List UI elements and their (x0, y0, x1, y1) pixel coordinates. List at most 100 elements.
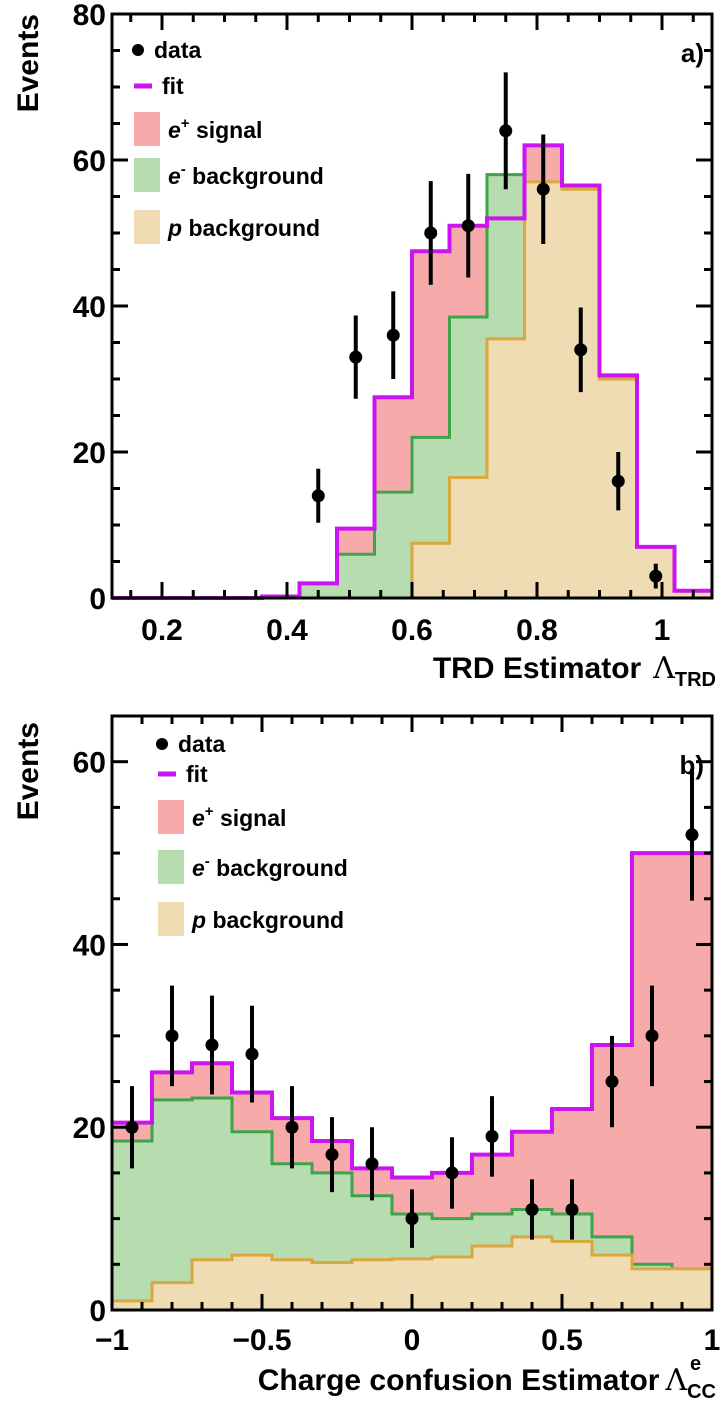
x-tick-label: 0.5 (541, 1324, 583, 1357)
legend-signal-swatch (158, 800, 184, 834)
legend-fit-label: fit (162, 73, 184, 99)
legend-electron-swatch (158, 850, 184, 884)
y-axis-label-b: Events (12, 722, 45, 820)
data-marker (605, 1075, 619, 1089)
data-marker (525, 1202, 539, 1216)
data-marker (485, 1129, 499, 1143)
legend-proton-swatch (158, 902, 184, 936)
x-tick-label: 0.6 (391, 614, 433, 647)
data-point (565, 1179, 579, 1240)
data-point (645, 985, 659, 1087)
data-marker (365, 1157, 379, 1171)
data-marker (611, 474, 625, 488)
proton-background-area (112, 181, 712, 598)
data-marker (685, 828, 699, 842)
legend-signal-swatch (134, 112, 160, 146)
y-tick-label: 40 (73, 291, 106, 324)
data-point (499, 72, 513, 190)
data-point (649, 563, 663, 589)
x-tick-label: 0.4 (266, 614, 308, 647)
data-point (461, 173, 475, 278)
x-axis-label-b: Charge confusion Estimator ΛCC e (258, 1353, 716, 1403)
x-tick-label: 0.8 (516, 614, 558, 647)
legend-electron-label: e- background (192, 853, 348, 881)
x-tick-label: −1 (95, 1324, 129, 1357)
y-tick-label: 0 (89, 1295, 106, 1328)
data-marker (125, 1120, 139, 1134)
histogram-a (112, 143, 712, 600)
x-tick-label: −0.5 (232, 1324, 291, 1357)
axis-ticks-a (112, 12, 712, 600)
data-marker (645, 1029, 659, 1043)
legend-electron-label: e- background (168, 161, 324, 189)
data-point (605, 1035, 619, 1128)
legend-data-marker (132, 44, 144, 56)
data-points-a (311, 72, 663, 589)
axis-tick-labels-b: −1 −0.5 0 0.5 1 0 20 40 60 (73, 747, 721, 1357)
data-marker (205, 1038, 219, 1052)
data-point (311, 468, 325, 523)
data-point (125, 1086, 139, 1169)
x-axis-label-a: TRD Estimator ΛTRD (433, 651, 716, 691)
data-point (325, 1117, 339, 1193)
data-point (165, 985, 179, 1087)
y-tick-label: 20 (73, 437, 106, 470)
legend-data-label: data (178, 731, 226, 757)
legend-signal-label: e+ signal (192, 803, 286, 831)
axis-ticks-b (110, 714, 714, 1312)
histogram-b (112, 851, 712, 1310)
y-tick-label: 60 (73, 747, 106, 780)
data-marker (245, 1047, 259, 1061)
x-tick-label: 0.2 (141, 614, 183, 647)
data-point (424, 181, 438, 285)
x-tick-label: 0 (404, 1324, 421, 1357)
panel-a: 0.2 0.4 0.6 0.8 1 0 20 40 60 80 data fit e+ signal e… (12, 0, 716, 691)
data-point (536, 134, 550, 244)
data-point (285, 1086, 299, 1169)
data-marker (574, 343, 588, 357)
legend-b: data fit e+ signal e- background p backgroun… (156, 731, 348, 936)
legend-proton-label: p background (167, 215, 320, 241)
x-axis-symbol-a: Λ (652, 651, 675, 686)
x-axis-title-a: TRD Estimator (433, 652, 642, 685)
axis-tick-labels-a: 0.2 0.4 0.6 0.8 1 0 20 40 60 80 (73, 0, 671, 647)
data-point (245, 1005, 259, 1103)
legend-proton-label: p background (191, 907, 344, 933)
data-marker (424, 226, 438, 240)
data-marker (165, 1029, 179, 1043)
legend-fit-label: fit (186, 761, 208, 787)
data-marker (325, 1148, 339, 1162)
data-point (525, 1179, 539, 1240)
data-point (445, 1137, 459, 1209)
data-marker (499, 124, 513, 138)
x-axis-subscript-a: TRD (675, 669, 716, 691)
panel-label-a: a) (681, 38, 704, 68)
data-point (365, 1127, 379, 1201)
x-tick-label: 1 (704, 1324, 721, 1357)
x-axis-subscript-b: CC (687, 1381, 716, 1403)
y-tick-label: 80 (73, 0, 106, 32)
y-tick-label: 20 (73, 1112, 106, 1145)
legend-electron-swatch (134, 158, 160, 192)
data-point (386, 291, 400, 379)
proton-background-line (112, 1235, 712, 1303)
y-tick-label: 40 (73, 929, 106, 962)
data-marker (405, 1212, 419, 1226)
data-marker (565, 1202, 579, 1216)
panel-label-b: b) (679, 750, 704, 780)
data-points-b (125, 769, 699, 1248)
data-point (405, 1189, 419, 1248)
data-marker (445, 1166, 459, 1180)
data-marker (285, 1120, 299, 1134)
data-point (685, 769, 699, 901)
data-point (349, 315, 363, 399)
x-axis-symbol-b: Λ (664, 1363, 687, 1398)
data-point (611, 452, 625, 511)
legend-data-label: data (154, 37, 202, 63)
data-point (205, 995, 219, 1095)
fit-line (112, 851, 712, 1180)
data-marker (349, 350, 363, 364)
data-marker (649, 569, 663, 583)
legend-a: data fit e+ signal e- background p backgroun… (132, 37, 324, 244)
